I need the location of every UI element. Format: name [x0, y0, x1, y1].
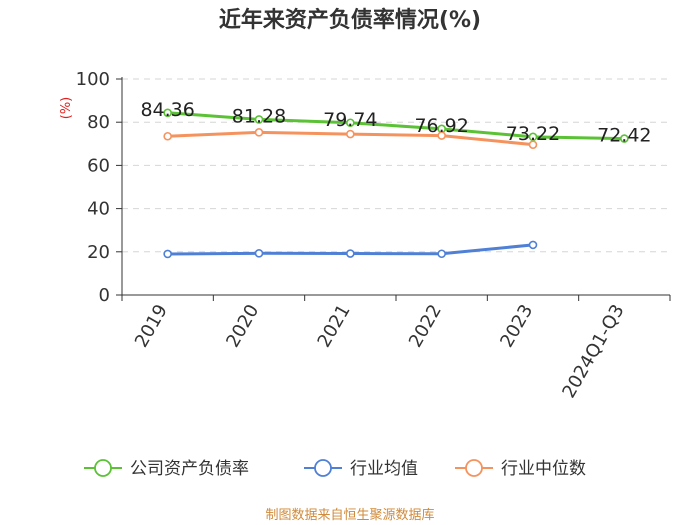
legend-marker — [314, 459, 332, 477]
series-1 — [163, 240, 538, 259]
data-label: 84.36 — [140, 99, 194, 121]
x-tick-label: 2024Q1-Q3 — [558, 301, 628, 402]
y-tick-label: 60 — [87, 155, 110, 176]
legend-label: 行业均值 — [350, 459, 418, 479]
data-point — [620, 134, 629, 143]
data-label: 79.74 — [323, 109, 377, 131]
chart-title: 近年来资产负债率情况(%) — [219, 7, 481, 33]
data-label: 73.22 — [506, 123, 560, 145]
legend-item-2: 行业中位数 — [455, 459, 586, 479]
grid-lines — [122, 78, 670, 253]
x-tick-label: 2021 — [314, 301, 355, 351]
data-point — [528, 140, 538, 149]
legend-marker — [465, 459, 483, 477]
y-tick-label: 0 — [99, 285, 110, 306]
data-point — [163, 249, 172, 259]
data-label: 81.28 — [232, 105, 286, 127]
legend: 公司资产负债率 行业均值 行业中位数 — [84, 459, 586, 479]
data-point — [163, 108, 172, 118]
data-label: 76.92 — [414, 115, 468, 137]
legend-marker — [94, 459, 112, 477]
data-point — [528, 240, 538, 250]
data-point — [346, 129, 355, 139]
data-point — [163, 131, 172, 141]
data-label: 72.42 — [597, 125, 651, 147]
series-lines — [163, 108, 629, 259]
data-labels: 84.36 81.28 79.74 76.92 73.22 72.42 — [140, 99, 651, 147]
legend-item-1: 行业均值 — [304, 459, 418, 479]
legend-label: 行业中位数 — [501, 459, 586, 479]
y-tick-label: 20 — [87, 242, 110, 263]
x-tick-label: 2019 — [131, 301, 172, 351]
series-2 — [163, 128, 538, 149]
data-point — [437, 249, 446, 259]
data-point — [254, 115, 264, 124]
y-tick-label: 80 — [87, 112, 110, 133]
series-line-0 — [167, 111, 625, 141]
y-axis-unit: (%) — [59, 97, 74, 120]
source-note: 制图数据来自恒生聚源数据库 — [265, 507, 434, 523]
legend-item-0: 公司资产负债率 — [84, 459, 249, 479]
data-point — [254, 249, 264, 258]
data-point — [346, 249, 355, 258]
x-tick-label: 2023 — [496, 301, 537, 351]
data-point — [346, 118, 355, 128]
data-point — [437, 131, 446, 140]
legend-label: 公司资产负债率 — [130, 459, 249, 479]
data-point — [254, 128, 264, 137]
y-tick-label: 40 — [87, 199, 110, 220]
x-tick-label: 2020 — [222, 301, 263, 351]
data-point — [528, 132, 538, 142]
y-tick-label: 100 — [76, 69, 110, 90]
x-tick-label: 2022 — [405, 301, 446, 351]
series-0 — [163, 108, 629, 143]
